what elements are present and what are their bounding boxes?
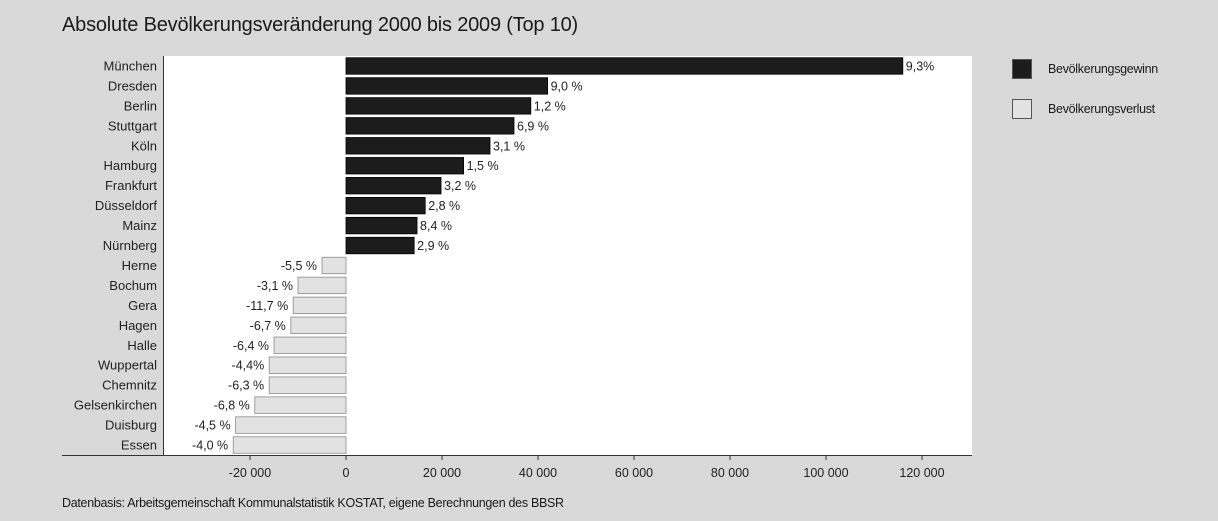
- bar-berlin: [345, 97, 532, 115]
- data-label-halle: -6,4 %: [233, 339, 269, 353]
- x-tick-label: 20 000: [423, 466, 461, 480]
- data-label-dresden: 9,0 %: [551, 79, 583, 93]
- category-label-frankfurt: Frankfurt: [105, 178, 157, 193]
- category-label-halle: Halle: [127, 338, 157, 353]
- category-label-dresden: Dresden: [108, 78, 157, 93]
- plot-area: [164, 56, 972, 455]
- x-tick-label: 40 000: [519, 466, 557, 480]
- data-label-frankfurt: 3,2 %: [444, 179, 476, 193]
- category-label-gelsenkirchen: Gelsenkirchen: [74, 398, 157, 413]
- chart-title: Absolute Bevölkerungsveränderung 2000 bi…: [62, 14, 579, 36]
- data-label-duisburg: -4,5 %: [194, 419, 230, 433]
- data-label-stuttgart: 6,9 %: [517, 119, 549, 133]
- category-label-essen: Essen: [121, 438, 157, 453]
- category-label-stuttgart: Stuttgart: [108, 118, 158, 133]
- category-label-herne: Herne: [122, 258, 157, 273]
- bar-koeln: [345, 137, 491, 155]
- bar-muenchen: [345, 57, 904, 75]
- bar-gera: [292, 296, 347, 315]
- data-label-hamburg: 1,5 %: [467, 159, 499, 173]
- category-label-hamburg: Hamburg: [104, 158, 157, 173]
- data-label-koeln: 3,1 %: [493, 139, 525, 153]
- data-label-herne: -5,5 %: [281, 259, 317, 273]
- bar-essen: [232, 436, 347, 454]
- legend-label-loss: Bevölkerungsverlust: [1048, 102, 1155, 116]
- x-tick-label: 100 000: [803, 466, 848, 480]
- category-label-gera: Gera: [128, 298, 158, 313]
- legend-swatch-loss: [1012, 99, 1032, 119]
- category-label-mainz: Mainz: [122, 218, 157, 233]
- data-label-chemnitz: -6,3 %: [228, 379, 264, 393]
- category-label-muenchen: München: [104, 58, 157, 73]
- bar-nuernberg: [345, 236, 415, 255]
- data-label-gelsenkirchen: -6,8 %: [214, 399, 250, 413]
- legend: Bevölkerungsgewinn Bevölkerungsverlust: [1012, 58, 1158, 138]
- data-label-hagen: -6,7 %: [250, 319, 286, 333]
- bar-chemnitz: [268, 376, 347, 394]
- legend-label-gain: Bevölkerungsgewinn: [1048, 62, 1158, 76]
- data-label-berlin: 1,2 %: [534, 99, 566, 113]
- category-label-hagen: Hagen: [119, 318, 157, 333]
- bar-herne: [321, 256, 347, 275]
- bar-wuppertal: [268, 356, 347, 374]
- bar-frankfurt: [345, 177, 442, 195]
- bar-bochum: [297, 276, 347, 295]
- data-label-essen: -4,0 %: [192, 439, 228, 453]
- legend-item-gain: Bevölkerungsgewinn: [1012, 58, 1158, 80]
- category-label-berlin: Berlin: [124, 98, 157, 113]
- bar-duisburg: [235, 416, 347, 434]
- bar-dresden: [345, 77, 549, 95]
- data-label-wuppertal: -4,4%: [232, 359, 265, 373]
- x-tick-label: -20 000: [229, 466, 271, 480]
- data-label-bochum: -3,1 %: [257, 279, 293, 293]
- legend-item-loss: Bevölkerungsverlust: [1012, 98, 1158, 120]
- bar-hagen: [290, 316, 347, 334]
- category-label-duesseldorf: Düsseldorf: [95, 198, 158, 213]
- category-label-wuppertal: Wuppertal: [98, 358, 157, 373]
- bar-mainz: [345, 216, 418, 235]
- category-label-koeln: Köln: [131, 138, 157, 153]
- legend-swatch-gain: [1012, 59, 1032, 79]
- category-label-duisburg: Duisburg: [105, 418, 157, 433]
- bar-halle: [273, 336, 347, 354]
- data-label-nuernberg: 2,9 %: [417, 239, 449, 253]
- source-note: Datenbasis: Arbeitsgemeinschaft Kommunal…: [62, 496, 564, 510]
- data-label-gera: -11,7 %: [246, 299, 288, 313]
- data-label-mainz: 8,4 %: [420, 219, 452, 233]
- bar-duesseldorf: [345, 196, 426, 215]
- bar-hamburg: [345, 157, 464, 175]
- bar-stuttgart: [345, 117, 515, 135]
- x-tick-label: 60 000: [615, 466, 653, 480]
- category-label-bochum: Bochum: [109, 278, 157, 293]
- bar-gelsenkirchen: [254, 396, 347, 414]
- data-label-duesseldorf: 2,8 %: [428, 199, 460, 213]
- category-label-chemnitz: Chemnitz: [102, 378, 157, 393]
- x-tick-label: 120 000: [899, 466, 944, 480]
- x-tick-label: 0: [343, 466, 350, 480]
- category-label-nuernberg: Nürnberg: [103, 238, 157, 253]
- data-label-muenchen: 9,3%: [906, 59, 935, 73]
- x-tick-label: 80 000: [711, 466, 749, 480]
